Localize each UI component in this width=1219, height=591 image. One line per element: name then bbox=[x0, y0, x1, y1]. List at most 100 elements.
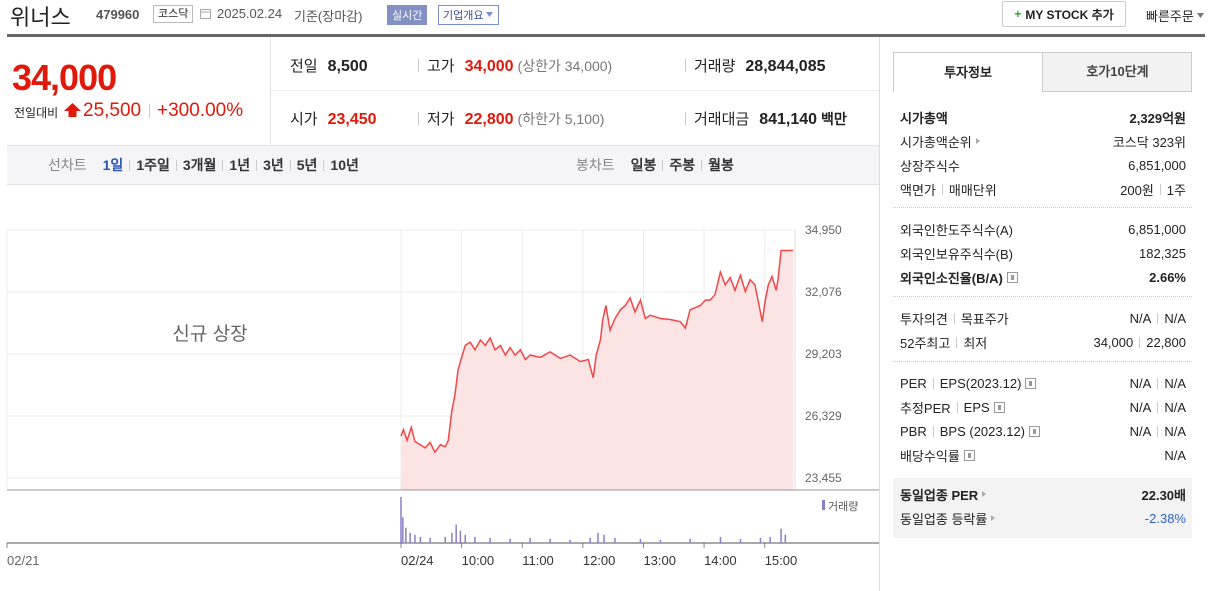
volume-bar bbox=[614, 537, 616, 543]
info-row: 외국인보유주식수(B) 182,325 bbox=[900, 241, 1186, 265]
volume-bar bbox=[455, 524, 457, 543]
separator bbox=[256, 159, 258, 171]
value-part: 34,000 bbox=[1093, 334, 1134, 350]
period-tab[interactable]: 1년 bbox=[229, 157, 251, 173]
period-tab[interactable]: 3개월 bbox=[182, 157, 217, 173]
volume-bar bbox=[719, 536, 722, 543]
stat-value: 23,450 bbox=[327, 111, 377, 128]
row-label: 시가총액순위 bbox=[900, 132, 980, 151]
y-tick-label: 34,950 bbox=[805, 223, 842, 237]
invest-tab[interactable]: 투자정보 bbox=[893, 52, 1043, 92]
group-rule bbox=[893, 207, 1192, 208]
divider bbox=[418, 112, 419, 125]
row-label: 외국인보유주식수(B) bbox=[900, 244, 1013, 263]
period-tab[interactable]: 5년 bbox=[296, 157, 318, 173]
value-part: N/A bbox=[1164, 447, 1186, 463]
summary-divider bbox=[270, 37, 271, 145]
period-tab[interactable]: 3년 bbox=[263, 157, 284, 173]
candle-tab[interactable]: 주봉 bbox=[669, 157, 696, 173]
volume-bar bbox=[509, 538, 511, 543]
value-part: -2.38% bbox=[1144, 510, 1186, 526]
header-rule bbox=[7, 34, 1205, 37]
label-part: 외국인보유주식수(B) bbox=[900, 246, 1014, 262]
value-part: 1주 bbox=[1166, 182, 1186, 198]
x-tick-label: 13:00 bbox=[643, 553, 676, 568]
period-tab[interactable]: 1일 bbox=[102, 157, 124, 173]
stat: 시가 23,450 bbox=[290, 108, 377, 129]
row-label: PBR BPS (2023.12) bbox=[900, 423, 1041, 439]
value-part: N/A bbox=[1129, 310, 1152, 326]
company-button[interactable]: 기업개요 bbox=[438, 5, 500, 25]
separator bbox=[1139, 336, 1141, 348]
info-row: 시가총액 2,329억원 bbox=[900, 105, 1186, 129]
value-part: N/A bbox=[1164, 423, 1186, 439]
x-tick-label: 12:00 bbox=[583, 553, 616, 568]
x-tick-label: 10:00 bbox=[462, 553, 495, 568]
volume-bar bbox=[759, 537, 762, 543]
help-icon[interactable] bbox=[963, 449, 975, 461]
row-value: N/A bbox=[1164, 448, 1186, 463]
value-part: 22,800 bbox=[1146, 334, 1186, 350]
info-row: 추정PER EPS N/A N/A bbox=[900, 395, 1186, 419]
candle-chart-tabs: 봉차트 일봉 주봉 월봉 bbox=[576, 155, 734, 175]
value-part: 6,851,000 bbox=[1128, 221, 1186, 237]
caret bbox=[1196, 12, 1204, 18]
stat: 고가 34,000 (상한가 34,000) bbox=[427, 55, 612, 76]
volume-bar bbox=[529, 537, 531, 543]
volume-bar bbox=[689, 538, 691, 543]
help-icon[interactable] bbox=[1006, 271, 1018, 283]
info-row: 시가총액순위 코스닥 323위 bbox=[900, 129, 1186, 153]
info-row: 동일업종 PER 22.30배 bbox=[900, 482, 1186, 506]
candle-tab[interactable]: 월봉 bbox=[708, 157, 734, 173]
separator bbox=[956, 401, 958, 413]
label-part: 배당수익률 bbox=[900, 448, 960, 464]
y-tick-label: 32,076 bbox=[805, 285, 842, 299]
label-part: BPS (2023.12) bbox=[939, 423, 1026, 439]
row-label: 동일업종 PER bbox=[900, 485, 987, 504]
stat-value: 22,800 bbox=[464, 111, 514, 128]
help-icon[interactable] bbox=[1029, 425, 1041, 437]
divider bbox=[149, 104, 150, 118]
stat-note: (하한가 5,100) bbox=[517, 111, 605, 127]
volume-bar bbox=[409, 532, 411, 543]
value-part: 2.66% bbox=[1149, 269, 1186, 285]
value-part: 6,851,000 bbox=[1128, 157, 1186, 173]
row-label: 동일업종 등락률 bbox=[900, 509, 996, 528]
candle-tab[interactable]: 일봉 bbox=[630, 157, 657, 173]
divider bbox=[685, 59, 686, 72]
mystock-label: MY STOCK 추가 bbox=[1025, 7, 1114, 22]
separator bbox=[222, 159, 224, 171]
label-part: 투자의견 bbox=[900, 311, 948, 327]
period-tab[interactable]: 1주일 bbox=[136, 157, 170, 173]
separator bbox=[175, 159, 177, 171]
arrow-icon bbox=[982, 491, 987, 497]
quick-order[interactable]: 빠른주문 bbox=[1146, 6, 1205, 25]
x-tick-label: 02/24 bbox=[401, 553, 434, 568]
volume-bar bbox=[597, 532, 599, 543]
label-part: 동일업종 등락률 bbox=[900, 511, 988, 527]
date: 2025.02.24 bbox=[217, 6, 283, 21]
mystock-button[interactable]: + MY STOCK 추가 bbox=[1002, 1, 1126, 27]
separator bbox=[956, 336, 958, 348]
value-part: 182,325 bbox=[1139, 245, 1186, 261]
invest-tab[interactable]: 호가10단계 bbox=[1086, 64, 1149, 79]
realtime-badge[interactable]: 실시간 bbox=[387, 5, 428, 25]
help-icon[interactable] bbox=[993, 401, 1005, 413]
stat-value: 34,000 bbox=[464, 58, 514, 75]
label-part: 시가총액순위 bbox=[900, 134, 972, 150]
volume-bar bbox=[659, 539, 662, 543]
volume-bar bbox=[489, 537, 491, 543]
label-part: 목표주가 bbox=[960, 311, 1009, 327]
separator bbox=[701, 159, 703, 171]
info-row: 외국인소진율(B/A) 2.66% bbox=[900, 265, 1186, 289]
info-row: 투자의견 목표주가 N/A N/A bbox=[900, 306, 1186, 330]
help-icon[interactable] bbox=[1025, 377, 1037, 389]
value-part: 코스닥 323위 bbox=[1112, 134, 1186, 150]
volume-bar bbox=[405, 527, 407, 543]
volume-bar bbox=[474, 536, 476, 543]
period-tab[interactable]: 10년 bbox=[330, 157, 359, 173]
stat: 전일 8,500 bbox=[290, 55, 368, 76]
volume-bar bbox=[549, 538, 551, 543]
row-value: 6,851,000 bbox=[1128, 158, 1186, 173]
